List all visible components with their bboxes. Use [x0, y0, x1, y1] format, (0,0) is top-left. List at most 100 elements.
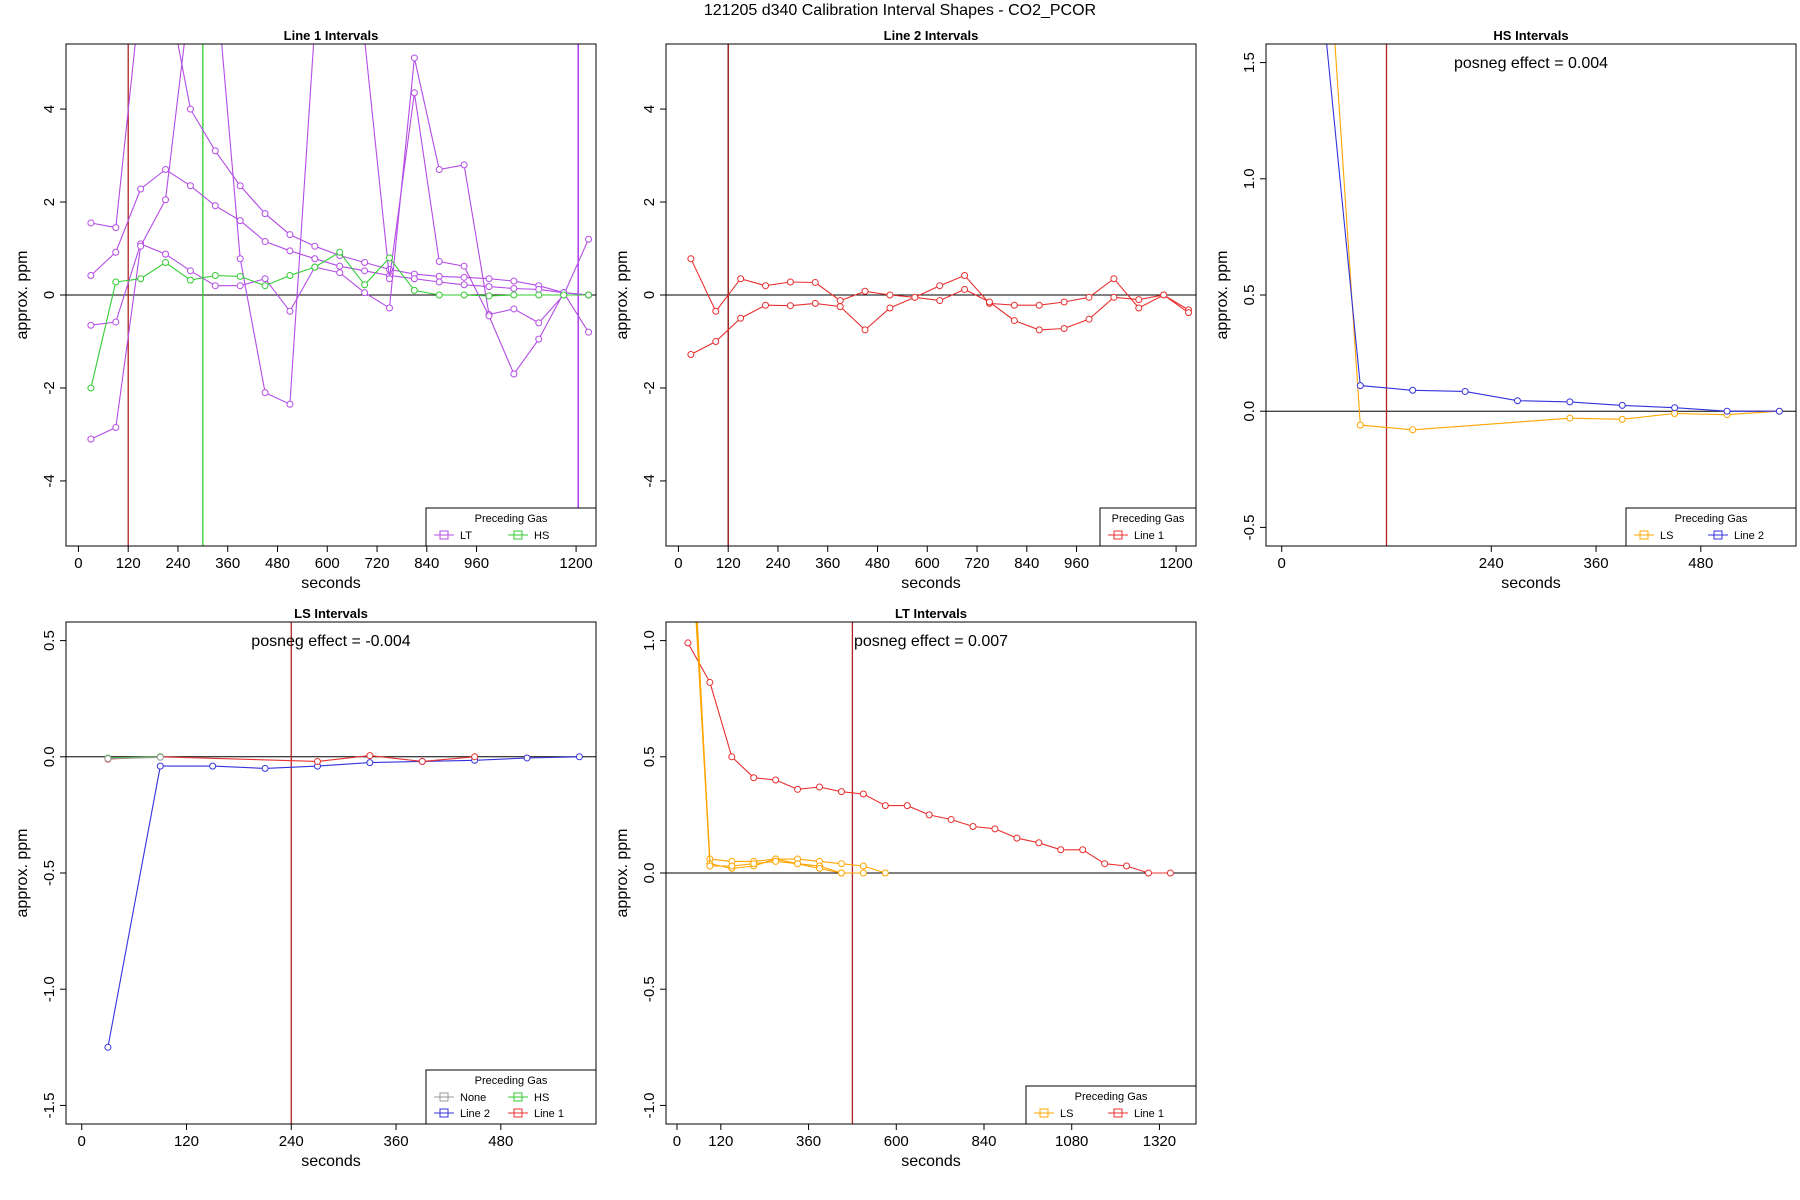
data-point — [694, 614, 700, 620]
data-point — [385, 304, 393, 312]
x-tick-label: 360 — [384, 1133, 409, 1150]
x-tick-label: 600 — [315, 555, 340, 572]
y-tick-label: 0.5 — [41, 630, 58, 651]
y-tick-label: -1.0 — [641, 1092, 658, 1118]
legend-label: Line 1 — [1134, 530, 1164, 542]
legend-entry: Line 1 — [508, 1108, 564, 1120]
x-tick-label: 720 — [365, 555, 390, 572]
data-point — [886, 304, 894, 312]
legend-swatch-box — [1113, 1108, 1123, 1118]
chart-hs-intervals: HS Intervals 0 240 360 480 -0.5 0.0 0.5 1.0 1.5 se… — [1214, 28, 1797, 592]
data-point — [947, 816, 955, 824]
data-point — [1101, 860, 1109, 868]
data-point — [936, 297, 944, 305]
data-point — [361, 258, 369, 266]
x-tick-label: 240 — [765, 555, 790, 572]
data-point — [1356, 421, 1364, 429]
data-point — [961, 271, 969, 279]
x-tick-label: 360 — [815, 555, 840, 572]
legend-label: Line 1 — [1134, 1108, 1164, 1120]
series-line-2 — [104, 753, 583, 1051]
data-point — [261, 389, 269, 397]
data-point — [794, 785, 802, 793]
data-point — [460, 161, 468, 169]
data-point — [211, 271, 219, 279]
data-point — [936, 282, 944, 290]
series-line-2 — [1326, 44, 1783, 415]
x-tick-label: 1200 — [559, 555, 592, 572]
data-point — [786, 302, 794, 310]
data-point — [1160, 291, 1168, 299]
data-point — [137, 242, 145, 250]
legend-entry: HS — [508, 530, 549, 542]
series-line-1 — [684, 639, 1174, 877]
data-point — [985, 298, 993, 306]
legend-swatch-box — [513, 1092, 523, 1102]
legend-title: Preceding Gas — [475, 513, 548, 525]
data-point — [485, 283, 493, 291]
data-point — [510, 291, 518, 299]
data-point — [1723, 407, 1731, 415]
plot-area — [1266, 44, 1796, 546]
series-line — [90, 44, 589, 440]
data-point — [112, 248, 120, 256]
plot-area — [66, 622, 596, 1124]
data-point — [687, 350, 695, 358]
legend-entry: None — [434, 1092, 486, 1104]
data-point — [510, 277, 518, 285]
data-point — [903, 802, 911, 810]
legend-swatch-box — [1713, 530, 1723, 540]
y-tick-label: 0.0 — [41, 746, 58, 767]
y-tick-label: 0 — [41, 291, 58, 299]
data-point — [211, 147, 219, 155]
data-point — [162, 166, 170, 173]
legend-entry: LS — [1034, 1108, 1073, 1120]
data-point — [961, 285, 969, 293]
chart-lt-intervals: LT Intervals 0 120 360 600 840 1080 1320 -1.0 -0.… — [614, 606, 1197, 1170]
legend-box — [1625, 507, 1797, 547]
data-point — [772, 857, 780, 865]
data-point — [750, 774, 758, 782]
data-point — [991, 825, 999, 833]
data-point — [1618, 415, 1626, 423]
x-tick-label: 360 — [215, 555, 240, 572]
plot-area — [66, 44, 596, 546]
data-point — [1035, 326, 1043, 334]
data-point — [837, 869, 845, 877]
data-point — [575, 753, 583, 761]
chart-title: Line 2 Intervals — [884, 28, 979, 43]
y-tick-label: 0.0 — [641, 863, 658, 884]
data-point — [211, 202, 219, 210]
y-tick-label: -4 — [641, 474, 658, 487]
posneg-annotation: posneg effect = -0.004 — [251, 633, 410, 650]
chart-ls-intervals: LS Intervals 0 120 240 360 480 -1.5 -1.0 -0.5 0.0… — [14, 606, 597, 1170]
legend-label: LS — [1060, 1108, 1073, 1120]
series-none — [104, 753, 164, 763]
data-point — [535, 319, 543, 327]
data-point — [1618, 401, 1626, 409]
legend-title: Preceding Gas — [475, 1075, 548, 1087]
plot-area — [666, 44, 1196, 546]
x-tick-label: 0 — [673, 1133, 681, 1150]
legend-title: Preceding Gas — [1675, 513, 1748, 525]
data-point — [762, 301, 770, 309]
data-point — [311, 242, 319, 250]
x-tick-label: 1080 — [1055, 1133, 1088, 1150]
data-point — [385, 275, 393, 283]
data-point — [737, 275, 745, 283]
x-tick-label: 1200 — [1159, 555, 1192, 572]
legend-box — [1099, 507, 1197, 547]
data-point — [1409, 426, 1417, 434]
y-tick-label: -0.5 — [41, 860, 58, 886]
data-point — [104, 1043, 112, 1051]
data-point — [112, 224, 120, 232]
data-point — [925, 811, 933, 819]
legend-entry: Line 2 — [1708, 530, 1764, 542]
y-tick-label: 0 — [641, 291, 658, 299]
data-point — [336, 262, 344, 270]
y-tick-label: 1.0 — [1241, 168, 1258, 189]
data-point — [156, 762, 164, 770]
data-point — [460, 291, 468, 299]
data-point — [236, 255, 244, 263]
